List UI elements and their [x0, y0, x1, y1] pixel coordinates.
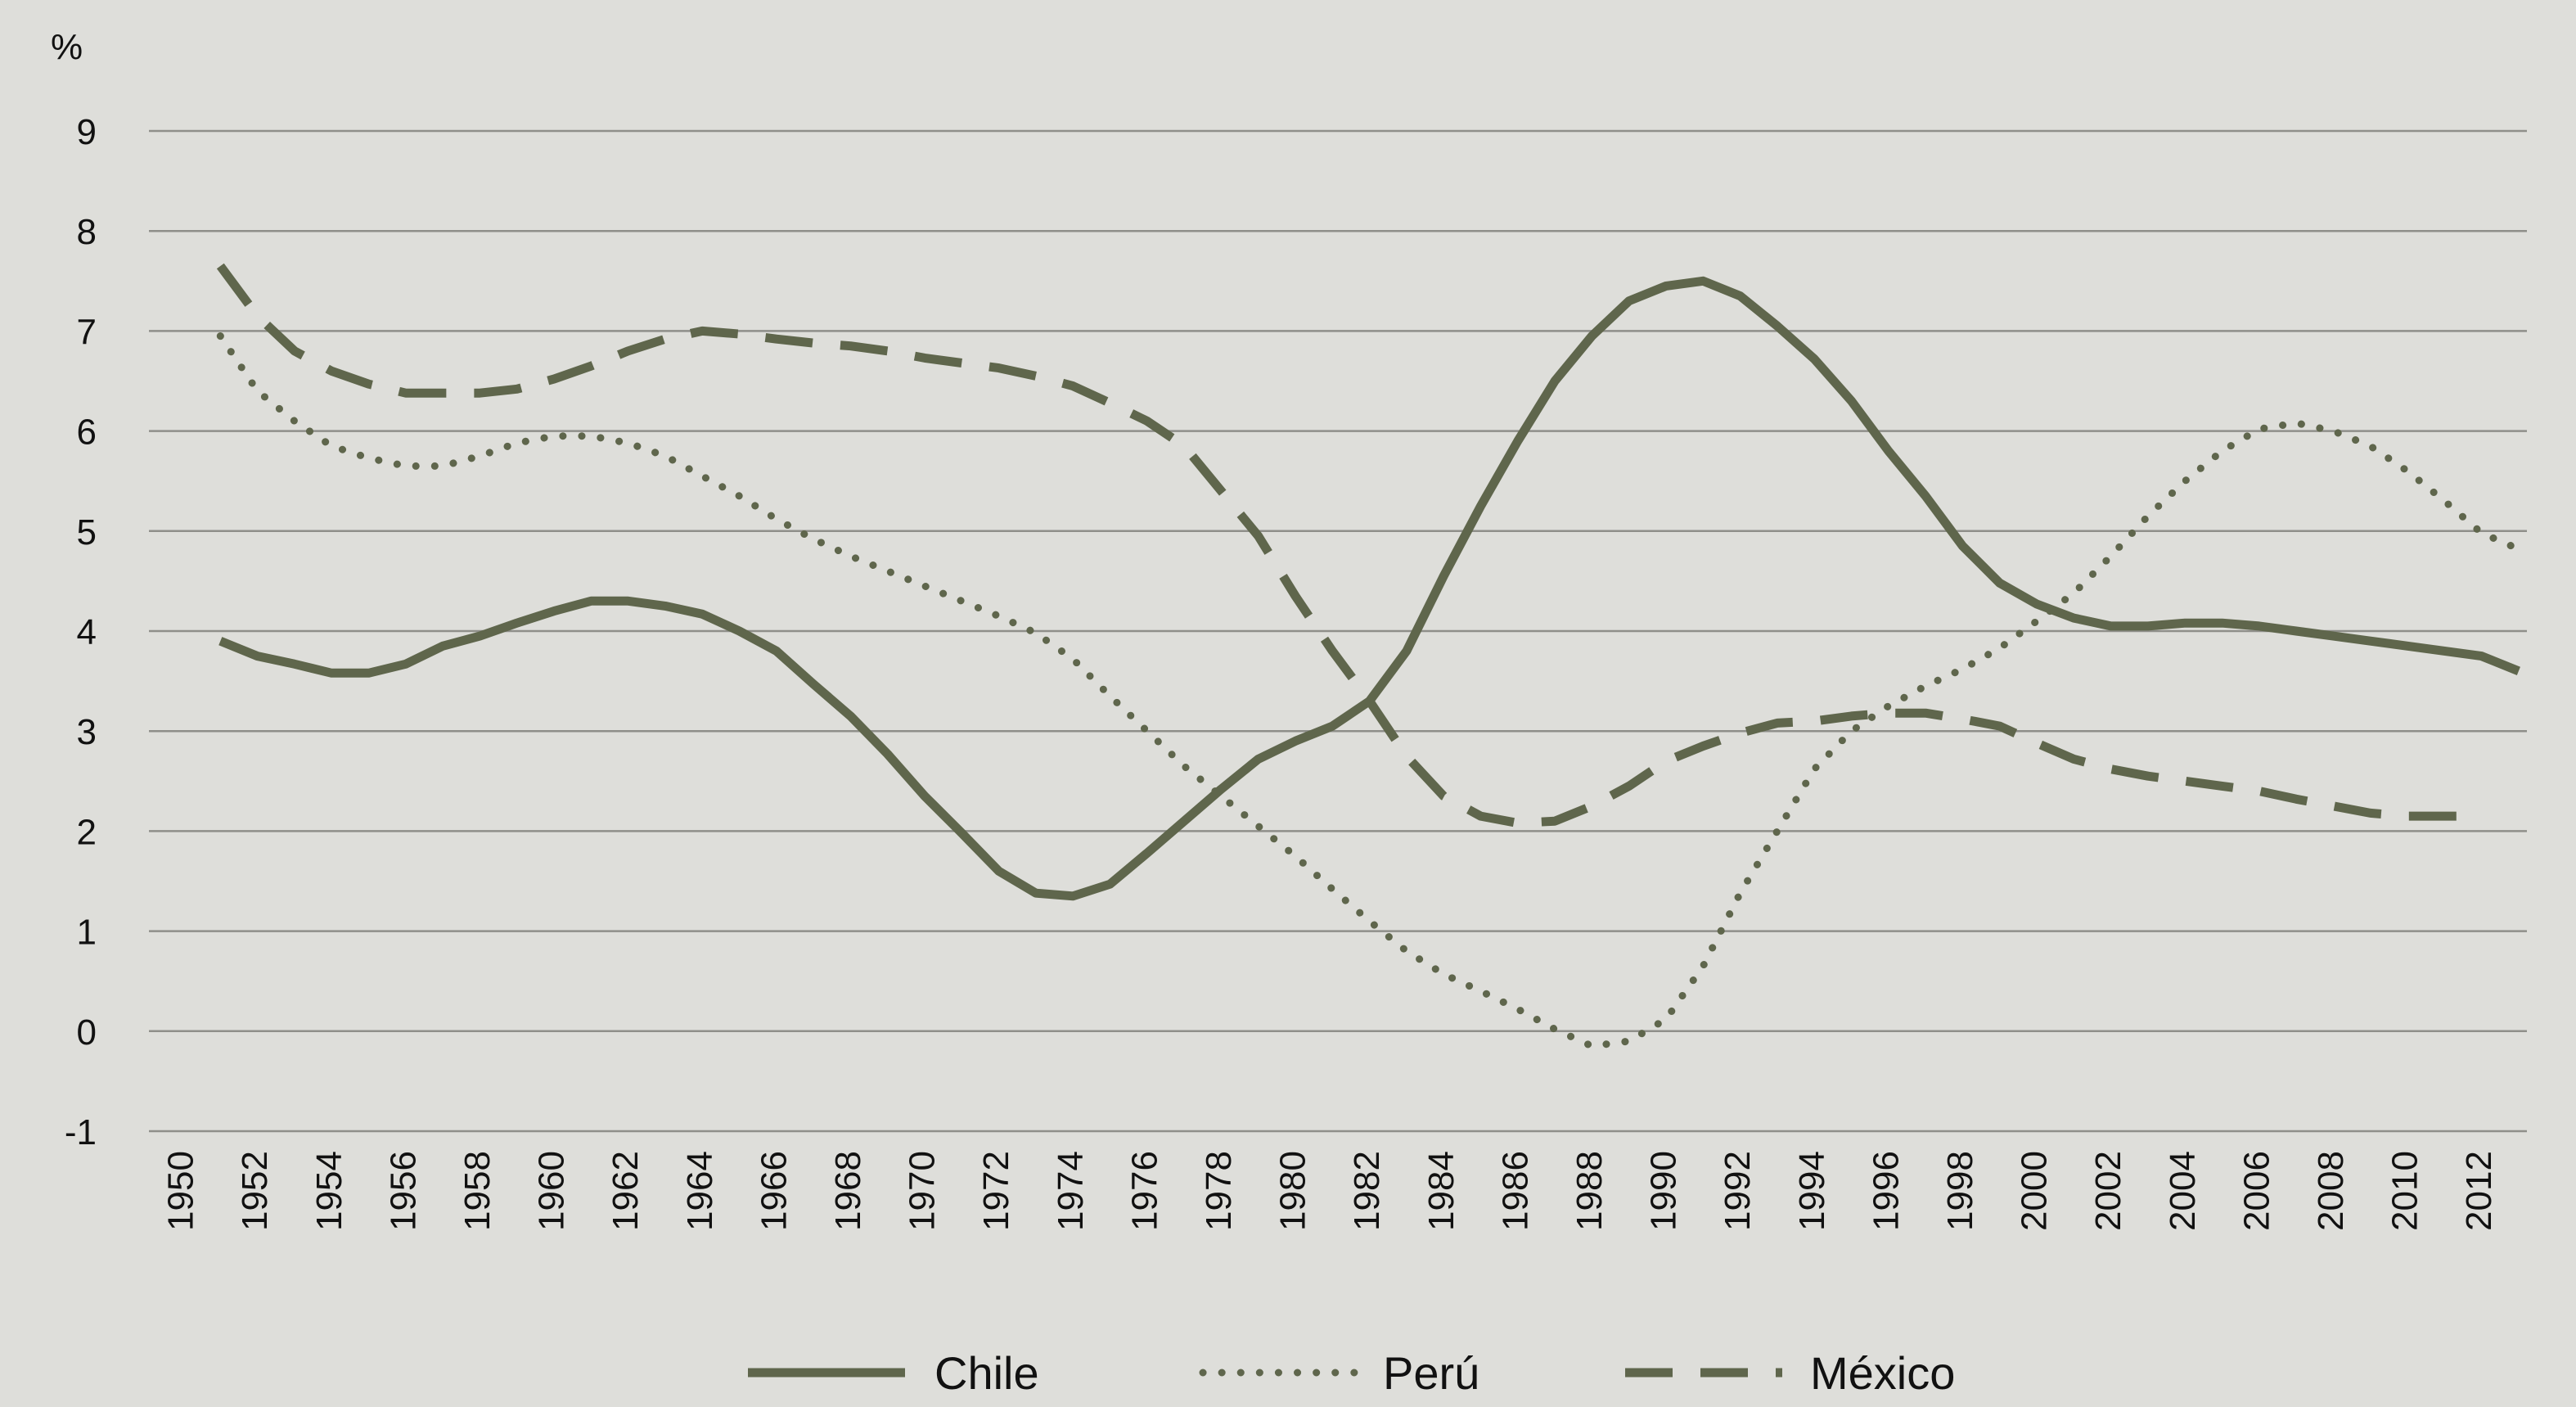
x-axis: 1950 1952 1954 1956 1958 1960 1962 1964 1966 1968… [161, 1151, 2500, 1231]
x-tick-label: 1994 [1792, 1151, 1832, 1231]
y-tick-label: -1 [65, 1112, 97, 1152]
x-tick-label: 1952 [235, 1151, 275, 1231]
x-tick-label: 1996 [1866, 1151, 1906, 1231]
series-line-peru [216, 332, 2523, 1050]
legend-label: Perú [1383, 1347, 1479, 1399]
y-tick-label: 2 [77, 812, 97, 852]
y-tick-label: 5 [77, 512, 97, 552]
x-tick-label: 1962 [606, 1151, 646, 1231]
x-tick-label: 1988 [1569, 1151, 1610, 1231]
x-tick-label: 1990 [1644, 1151, 1684, 1231]
series-lines [216, 263, 2523, 1050]
x-tick-label: 1970 [903, 1151, 943, 1231]
gridlines [149, 129, 2527, 1133]
x-tick-label: 2004 [2163, 1151, 2203, 1231]
y-tick-label: 8 [77, 212, 97, 252]
x-tick-label: 1986 [1495, 1151, 1535, 1231]
x-tick-label: 2010 [2385, 1151, 2425, 1231]
x-tick-label: 2008 [2311, 1151, 2351, 1231]
x-tick-label: 1982 [1347, 1151, 1387, 1231]
y-tick-label: 9 [77, 112, 97, 152]
y-tick-label: 6 [77, 413, 97, 453]
series-line-mexico [216, 263, 2482, 828]
y-tick-label: 0 [77, 1012, 97, 1053]
y-tick-label: 3 [77, 712, 97, 752]
x-tick-label: 1964 [680, 1151, 720, 1231]
x-tick-label: 1954 [309, 1151, 349, 1231]
x-tick-label: 1992 [1718, 1151, 1758, 1231]
y-tick-label: 7 [77, 312, 97, 352]
y-axis-unit-label: % [51, 27, 83, 67]
y-tick-label: 4 [77, 612, 97, 652]
x-tick-label: 2012 [2459, 1151, 2499, 1231]
legend: Chile Perú México [748, 1347, 1955, 1399]
x-tick-label: 1978 [1199, 1151, 1239, 1231]
x-tick-label: 1966 [754, 1151, 794, 1231]
x-tick-label: 1984 [1421, 1151, 1461, 1231]
x-tick-label: 1980 [1273, 1151, 1313, 1231]
x-tick-label: 1974 [1051, 1151, 1091, 1231]
x-tick-label: 1960 [532, 1151, 572, 1231]
x-tick-label: 2002 [2088, 1151, 2128, 1231]
y-axis: -1 0 1 2 3 4 5 6 7 8 9 [65, 112, 97, 1152]
x-tick-label: 1950 [161, 1151, 201, 1231]
x-tick-label: 1998 [1940, 1151, 1980, 1231]
x-tick-label: 1968 [828, 1151, 868, 1231]
legend-label: Chile [934, 1347, 1039, 1399]
x-tick-label: 1958 [457, 1151, 498, 1231]
x-tick-label: 1976 [1124, 1151, 1164, 1231]
x-tick-label: 1956 [383, 1151, 423, 1231]
legend-label: México [1810, 1347, 1955, 1399]
x-tick-label: 2006 [2236, 1151, 2277, 1231]
y-tick-label: 1 [77, 913, 97, 953]
x-tick-label: 2000 [2015, 1151, 2055, 1231]
x-tick-label: 1972 [976, 1151, 1016, 1231]
